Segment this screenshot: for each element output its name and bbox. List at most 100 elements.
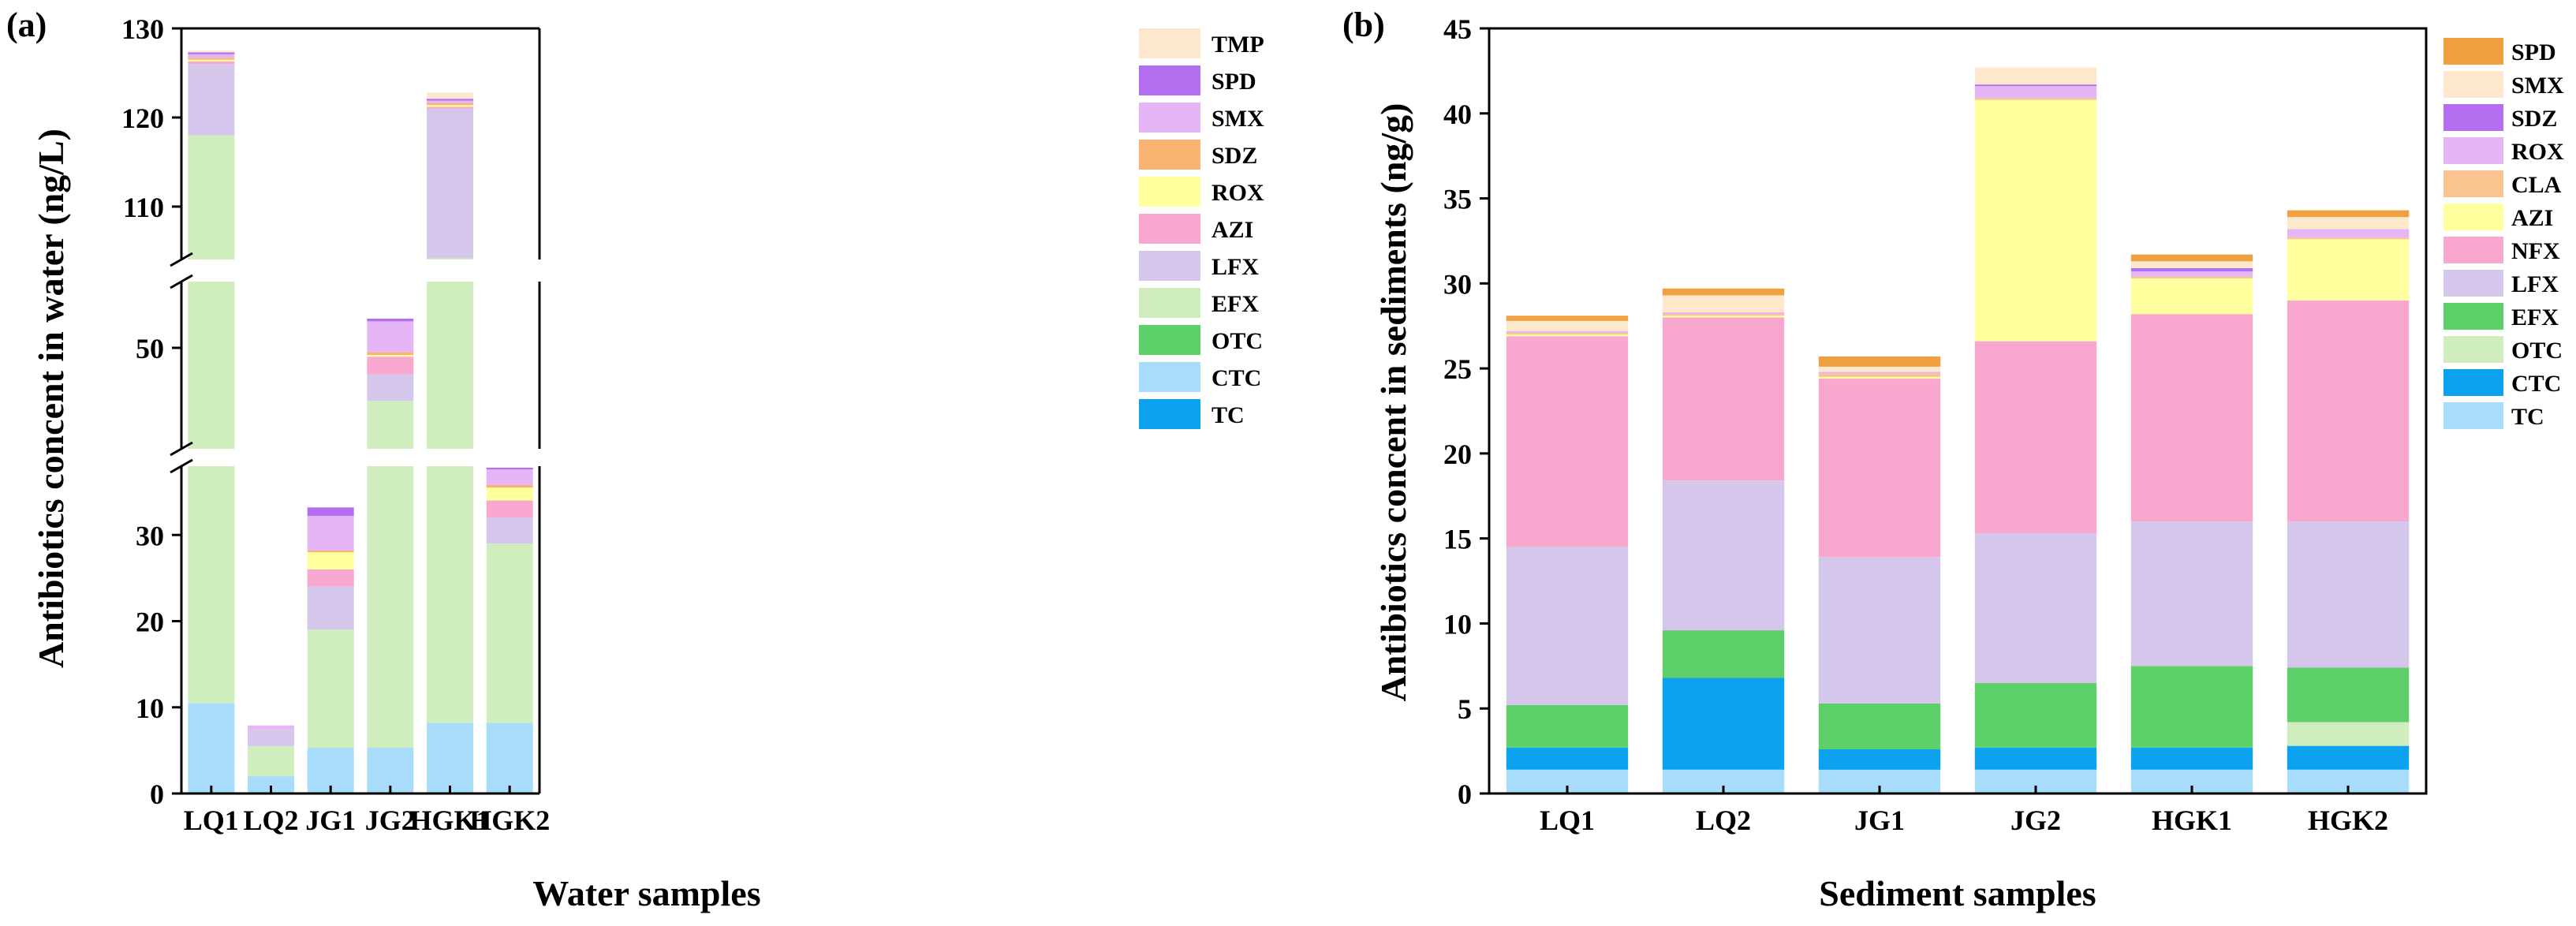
legend-swatch-nfx [2443,237,2503,263]
bar-segment-hgk2-ctc [2287,745,2410,770]
bar-segment-jg1-lfx [307,586,354,630]
bar-segment-lq2-efx [248,745,294,777]
bar-segment-hgk2-sdz [486,484,533,488]
bar-segment-hgk1-efx [427,449,473,723]
bar-segment-jg1-spd [1818,357,1941,367]
x-tick-label-jg2: JG2 [365,805,416,836]
legend-swatch-smx [2443,71,2503,98]
legend-label-efx: EFX [1211,291,1259,317]
bar-segment-jg2-lfx [367,374,414,401]
legend-label-smx: SMX [2511,73,2564,99]
legend-label-rox: ROX [1211,180,1264,206]
bar-segment-jg1-ctc [1818,749,1941,770]
bar-segment-jg2-azi [1974,99,2097,342]
legend-label-tc: TC [2511,404,2544,430]
bar-segment-lq2-nfx [1662,317,1785,481]
y-tick-label-30: 30 [136,520,164,551]
y-tick-label-10: 10 [136,693,164,724]
y-tick-label-15: 15 [1443,524,1472,555]
bar-segment-hgk1-lfx [427,108,473,259]
legend-label-spd: SPD [1211,69,1256,95]
bar-segment-hgk1-sdz [427,103,473,106]
x-tick-label-lq1: LQ1 [1540,805,1595,836]
bar-segment-jg2-lfx [1974,533,2097,683]
bar-segment-lq1-ctc [1506,747,1629,770]
bar-segment-hgk1-spd [427,99,473,101]
bar-segment-jg2-sdz [1974,84,2097,87]
bar-segment-jg2-spd [367,319,414,322]
y-tick-label-5: 5 [1458,693,1472,725]
bar-segment-hgk2-azi [2287,239,2410,301]
legend-label-azi: AZI [2511,205,2553,231]
bar-segment-jg2-rox [367,355,414,357]
x-tick-label-lq2: LQ2 [1696,805,1751,836]
bar-segment-lq1-tmp [188,50,235,53]
bar-segment-hgk1-efx [2130,666,2253,748]
bar-segment-hgk1-rox [2130,271,2253,277]
legend-label-efx: EFX [2511,304,2559,330]
bar-segment-hgk1-smx [427,100,473,103]
legend-label-nfx: NFX [2511,238,2560,264]
y-tick-label-25: 25 [1443,353,1472,385]
bar-segment-lq1-efx [188,449,235,704]
bar-segment-jg1-efx [1818,703,1941,749]
y-tick-label-30: 30 [1443,268,1472,300]
axis-break-band [172,449,549,466]
bar-segment-jg1-rox [307,552,354,569]
bar-segment-hgk2-spd [2287,210,2410,218]
bar-segment-lq2-rox [1662,312,1785,315]
panel-a-x-axis-title: Water samples [532,873,760,913]
bar-segment-lq1-spd [1506,316,1629,321]
bar-segment-jg2-rox [1974,86,2097,99]
bar-segment-lq1-efx [188,135,235,269]
bar-segment-lq1-lfx [188,64,235,136]
legend-label-lfx: LFX [1211,254,1259,280]
bar-segment-hgk2-ctc [486,723,533,793]
y-tick-label-0: 0 [150,779,164,810]
panel-a-axes: 0 10 20 30 50 110 120 130 [121,13,541,810]
panel-b-legend: SPD SMX SDZ ROX CLA AZI NFX LFX EFX OTC CTC TC [2443,38,2564,430]
bar-segment-jg1-rox [1818,372,1941,374]
legend-label-otc: OTC [2511,338,2563,364]
legend-label-spd: SPD [2511,39,2556,65]
bar-segment-jg1-spd [307,507,354,517]
legend-swatch-tmp [1139,28,1200,58]
bar-segment-lq1-nfx [1506,336,1629,547]
bar-segment-hgk2-rox [486,487,533,501]
legend-label-tmp: TMP [1211,32,1264,58]
legend-swatch-spd [2443,38,2503,65]
bar-segment-jg2-efx [367,401,414,449]
bar-segment-lq2-smx [248,725,294,730]
bar-segment-hgk1-ctc [427,723,473,793]
legend-swatch-azi [2443,203,2503,230]
bar-segment-hgk1-azi [427,106,473,109]
legend-label-rox: ROX [2511,139,2564,165]
y-tick-label-40: 40 [1443,99,1472,130]
bar-segment-lq1-sdz [188,58,235,60]
bar-segment-hgk1-rox [427,105,473,107]
bar-segment-lq2-ctc [248,776,294,793]
legend-swatch-azi [1139,214,1200,244]
axis-break-mark [170,252,193,267]
legend-swatch-efx [2443,303,2503,330]
y-tick-label-110: 110 [123,192,164,223]
bar-segment-lq2-lfx [1662,480,1785,631]
bar-segment-jg2-azi [367,357,414,375]
bar-segment-jg1-azi [307,569,354,587]
bar-segment-jg2-efx [367,449,414,749]
bar-segment-hgk2-lfx [486,517,533,544]
axis-break-mark [170,274,193,289]
bar-segment-lq1-smx [188,54,235,58]
bar-segment-lq2-spd [1662,288,1785,296]
bar-segment-hgk2-otc [2287,722,2410,746]
legend-swatch-efx [1139,288,1200,318]
bar-segment-hgk2-nfx [2287,300,2410,522]
x-tick-label-lq1: LQ1 [184,805,239,836]
y-tick-label-35: 35 [1443,184,1472,215]
panel-b-y-axis-title: Antibiotics concent in sediments (ng/g) [1373,103,1413,702]
bar-segment-lq1-azi [188,61,235,65]
panel-a-legend: TMP SPD SMX SDZ ROX AZI LFX EFX OTC CTC TC [1139,28,1264,429]
panel-b-bars: LQ1 LQ2 JG1 JG2 HGK1 HGK2 [1506,67,2410,836]
bar-segment-hgk2-spd [486,468,533,470]
